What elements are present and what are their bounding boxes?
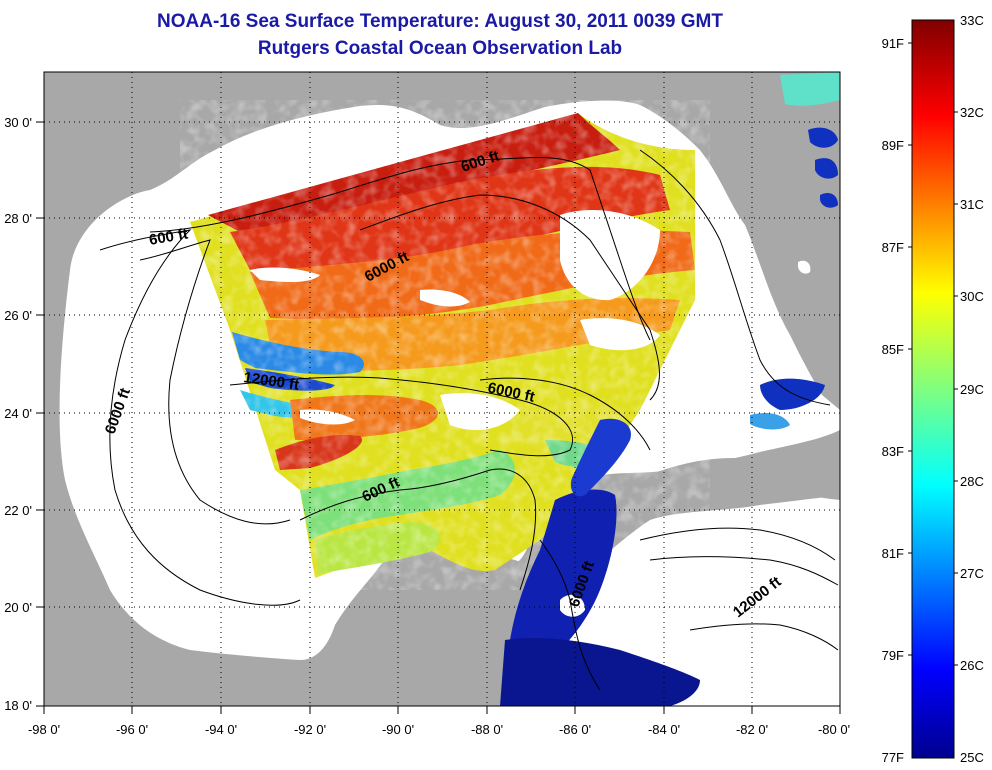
colorbar-fahrenheit-label: 81F [882, 546, 904, 561]
contour-6000ft-north [359, 194, 660, 401]
lon-label: -90 0' [382, 722, 414, 737]
lon-label: -88 0' [471, 722, 503, 737]
lon-label: -94 0' [205, 722, 237, 737]
colorbar-celsius-label: 30C [960, 289, 984, 304]
florida-land [700, 80, 840, 405]
contour-600ft-south [299, 468, 537, 591]
colorbar-fahrenheit-label: 85F [882, 342, 904, 357]
colorbar-celsius-label: 32C [960, 105, 984, 120]
axis-ticks [36, 121, 841, 714]
lon-label: -86 0' [559, 722, 591, 737]
colorbar-fahrenheit-label: 83F [882, 444, 904, 459]
colorbar-fahrenheit-label: 79F [882, 648, 904, 663]
lon-label: -98 0' [28, 722, 60, 737]
contour-12000ft-caribbean [639, 527, 839, 651]
colorbar-celsius-label: 26C [960, 658, 984, 673]
colorbar-celsius-label: 27C [960, 566, 984, 581]
lat-label: 30 0' [4, 115, 32, 130]
longitude-labels: -98 0' -96 0' -94 0' -92 0' -90 0' -88 0… [28, 722, 850, 737]
map-panel: 600 ft 600 ft 6000 ft 6000 ft 12000 ft 6… [44, 72, 840, 706]
colorbar-fahrenheit-label: 91F [882, 36, 904, 51]
lon-label: -96 0' [116, 722, 148, 737]
lat-label: 28 0' [4, 211, 32, 226]
colorbar-fahrenheit-label: 89F [882, 138, 904, 153]
lat-label: 22 0' [4, 503, 32, 518]
mexico-land [44, 72, 330, 706]
contour-600ft-west [99, 229, 301, 606]
lat-label: 18 0' [4, 698, 32, 713]
colorbar-celsius-label: 25C [960, 750, 984, 765]
map-frame [43, 71, 841, 707]
florida-coast-sst-patches [750, 72, 840, 430]
colorbar-celsius-label: 28C [960, 474, 984, 489]
colorbar-fahrenheit-label: 87F [882, 240, 904, 255]
map-title: NOAA-16 Sea Surface Temperature: August … [157, 11, 723, 32]
lat-label: 20 0' [4, 600, 32, 615]
contour-12000ft [229, 376, 573, 457]
lat-label: 26 0' [4, 308, 32, 323]
contour-florida-shelf [639, 149, 831, 406]
contour-6000ft-yucatan [539, 539, 601, 691]
lon-label: -80 0' [818, 722, 850, 737]
colorbar-gradient [911, 19, 955, 759]
latitude-labels: 30 0' 28 0' 26 0' 24 0' 22 0' 20 0' 18 0… [4, 115, 32, 713]
lon-label: -82 0' [736, 722, 768, 737]
colorbar-celsius-label: 31C [960, 197, 984, 212]
caribbean-sst-patches [500, 418, 700, 706]
lon-label: -84 0' [648, 722, 680, 737]
colorbar-fahrenheit-label: 77F [882, 750, 904, 765]
colorbar: 33C 32C 31C 30C 29C 28C 27C 26C 25C 91F … [882, 13, 984, 765]
lat-label: 24 0' [4, 406, 32, 421]
contour-600ft [149, 157, 651, 341]
colorbar-celsius-label: 33C [960, 13, 984, 28]
contour-6000ft-east [479, 377, 651, 451]
graticule [44, 72, 840, 706]
lon-label: -92 0' [294, 722, 326, 737]
colorbar-celsius-label: 29C [960, 382, 984, 397]
label-600ft-west: 600 ft [148, 225, 190, 249]
map-subtitle: Rutgers Coastal Ocean Observation Lab [257, 38, 623, 59]
sst-satellite-swath [180, 100, 710, 590]
